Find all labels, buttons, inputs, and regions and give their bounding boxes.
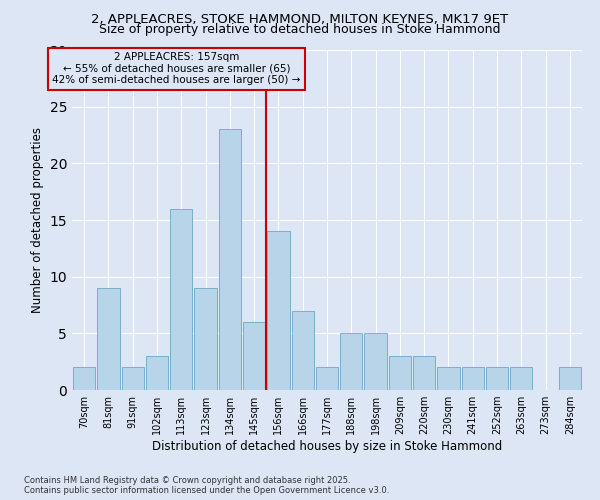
Bar [122,368,144,390]
Bar [170,208,193,390]
Bar [292,310,314,390]
Bar [389,356,411,390]
Bar [413,356,436,390]
Bar [364,334,387,390]
Text: Size of property relative to detached houses in Stoke Hammond: Size of property relative to detached ho… [99,22,501,36]
Bar [461,368,484,390]
Bar [243,322,265,390]
Y-axis label: Number of detached properties: Number of detached properties [31,127,44,313]
Bar [97,288,119,390]
Bar [510,368,532,390]
Bar [194,288,217,390]
Bar [316,368,338,390]
Text: 2 APPLEACRES: 157sqm
← 55% of detached houses are smaller (65)
42% of semi-detac: 2 APPLEACRES: 157sqm ← 55% of detached h… [52,52,301,86]
Bar [218,130,241,390]
Bar [340,334,362,390]
Text: Contains HM Land Registry data © Crown copyright and database right 2025.
Contai: Contains HM Land Registry data © Crown c… [24,476,389,495]
Bar [559,368,581,390]
Text: 2, APPLEACRES, STOKE HAMMOND, MILTON KEYNES, MK17 9ET: 2, APPLEACRES, STOKE HAMMOND, MILTON KEY… [91,12,509,26]
Bar [146,356,168,390]
Bar [73,368,95,390]
X-axis label: Distribution of detached houses by size in Stoke Hammond: Distribution of detached houses by size … [152,440,502,453]
Bar [267,232,290,390]
Bar [437,368,460,390]
Bar [486,368,508,390]
